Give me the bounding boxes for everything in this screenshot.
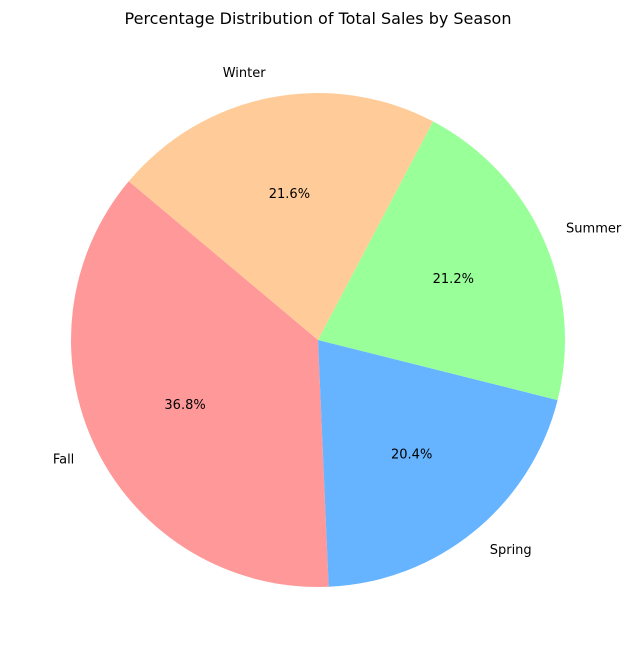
pie-pct-label-spring: 20.4%	[391, 447, 432, 462]
pie-slices	[70, 93, 565, 588]
pie-pct-label-fall: 36.8%	[164, 398, 205, 413]
pie-category-label-spring: Spring	[490, 543, 532, 558]
pie-category-label-fall: Fall	[53, 453, 74, 468]
pie-labels: 36.8% Fall 20.4% Spring 21.2% Summer 21.6% Wint…	[53, 66, 622, 558]
pie-slice-summer	[318, 121, 565, 401]
pie-pct-label-winter: 21.6%	[269, 187, 310, 202]
pie-slice-fall	[70, 181, 329, 588]
chart-title: Percentage Distribution of Total Sales b…	[125, 9, 512, 28]
pie-pct-label-summer: 21.2%	[433, 272, 474, 287]
pie-category-label-summer: Summer	[566, 222, 622, 237]
pie-category-label-winter: Winter	[223, 66, 267, 81]
pie-slice-spring	[318, 340, 558, 587]
pie-slice-winter	[128, 93, 434, 340]
